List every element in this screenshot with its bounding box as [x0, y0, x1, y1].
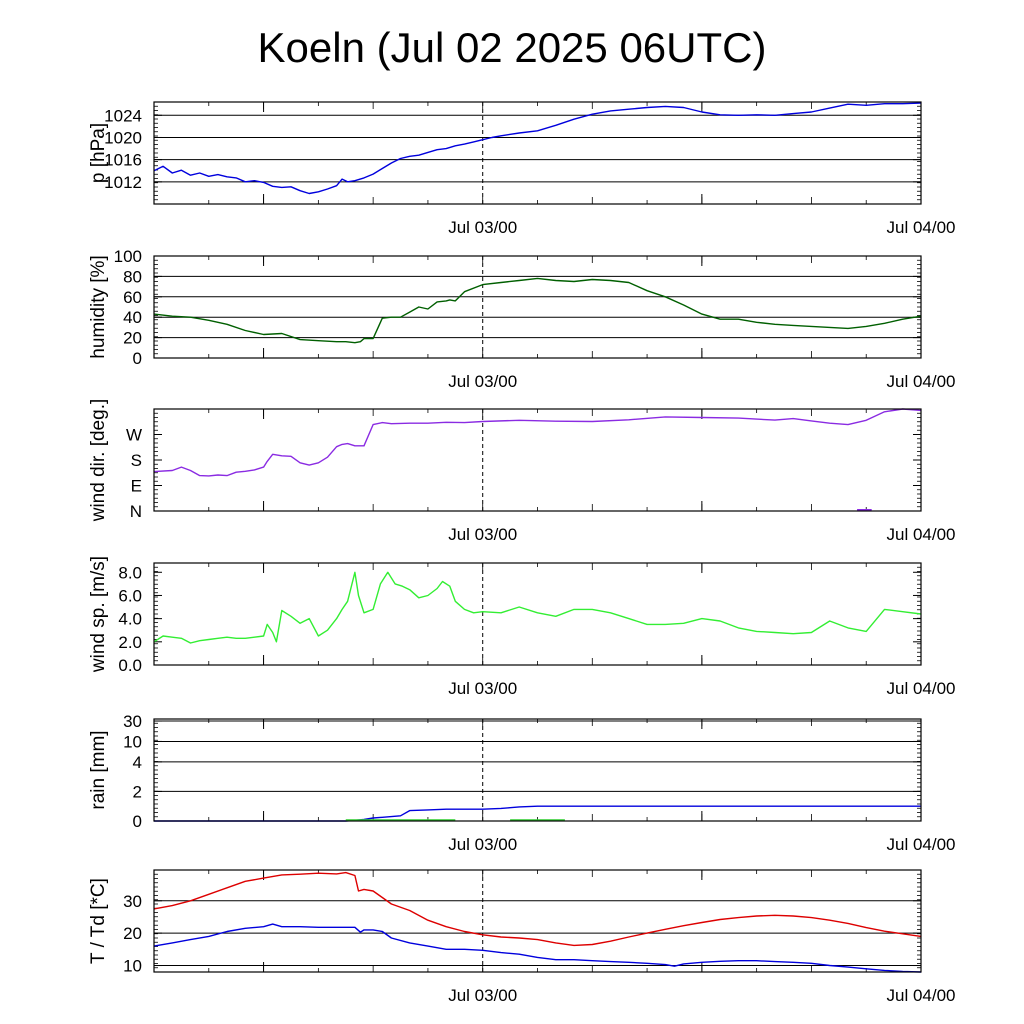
series-line-1 [153, 408, 922, 477]
x-tick-label: Jul 03/00 [448, 986, 517, 1005]
series-line-2 [153, 923, 922, 973]
y-axis-label: p [hPa] [88, 123, 109, 183]
x-tick-label: Jul 04/00 [887, 835, 956, 854]
plot-frame [153, 869, 922, 973]
y-tick-label: 10 [123, 732, 142, 751]
panel-6: 10 20 30 Jul 03/00 Jul 04/00 T / Td [*C] [88, 869, 956, 1005]
plot-frame [153, 562, 922, 666]
y-tick-label: 1016 [104, 151, 142, 170]
y-tick-label: N [130, 502, 142, 521]
y-tick-label: 10 [123, 957, 142, 976]
series-line-1 [153, 102, 922, 195]
y-tick-label: S [131, 451, 142, 470]
series-line-1 [153, 871, 922, 947]
x-tick-label: Jul 03/00 [448, 525, 517, 544]
x-tick-label: Jul 04/00 [887, 372, 956, 391]
y-axis-label: humidity [%] [88, 255, 109, 358]
y-tick-label: 6.0 [118, 586, 142, 605]
y-tick-label: 2.0 [118, 633, 142, 652]
y-tick-label: E [131, 477, 142, 496]
x-tick-label: Jul 03/00 [448, 372, 517, 391]
y-tick-label: 4 [133, 753, 142, 772]
y-axis-label: wind dir. [deg.] [88, 399, 109, 523]
y-tick-label: 20 [123, 924, 142, 943]
plot-frame [153, 408, 922, 512]
series-line-1 [153, 277, 922, 344]
panel-1: 1012 1016 1020 1024 Jul 03/00 Jul 04/00 p [hPa… [88, 101, 956, 237]
y-axis-label: T / Td [*C] [88, 878, 109, 964]
y-tick-label: 40 [123, 308, 142, 327]
x-tick-label: Jul 03/00 [448, 679, 517, 698]
rain-bar [510, 819, 565, 821]
y-tick-label: 8.0 [118, 563, 142, 582]
y-tick-label: 0 [133, 349, 142, 368]
x-tick-label: Jul 03/00 [448, 218, 517, 237]
y-tick-label: W [126, 426, 142, 445]
y-tick-label: 1024 [104, 106, 142, 125]
series-line-1 [153, 571, 922, 644]
y-axis-label: wind sp. [m/s] [88, 556, 109, 673]
plot-frame [153, 255, 922, 359]
y-tick-label: 1020 [104, 128, 142, 147]
plot-frame [153, 718, 922, 822]
x-tick-label: Jul 04/00 [887, 986, 956, 1005]
y-tick-label: 60 [123, 288, 142, 307]
y-tick-label: 30 [123, 892, 142, 911]
x-tick-label: Jul 04/00 [887, 525, 956, 544]
y-tick-label: 1012 [104, 173, 142, 192]
y-tick-label: 30 [123, 712, 142, 731]
y-tick-label: 20 [123, 329, 142, 348]
y-tick-label: 0.0 [118, 656, 142, 675]
y-axis-label: rain [mm] [88, 730, 109, 809]
y-tick-label: 100 [114, 247, 142, 266]
y-tick-label: 2 [133, 782, 142, 801]
y-tick-label: 0 [133, 812, 142, 831]
chart-title: Koeln (Jul 02 2025 06UTC) [257, 24, 767, 71]
panel-4: 0.0 2.0 4.0 6.0 8.0 Jul 03/00 Jul 04/00 wind sp… [88, 556, 956, 698]
plot-frame [153, 101, 922, 205]
x-tick-label: Jul 04/00 [887, 679, 956, 698]
rain-bar [345, 819, 456, 821]
x-tick-label: Jul 03/00 [448, 835, 517, 854]
y-tick-label: 4.0 [118, 610, 142, 629]
y-tick-label: 80 [123, 267, 142, 286]
x-tick-label: Jul 04/00 [887, 218, 956, 237]
